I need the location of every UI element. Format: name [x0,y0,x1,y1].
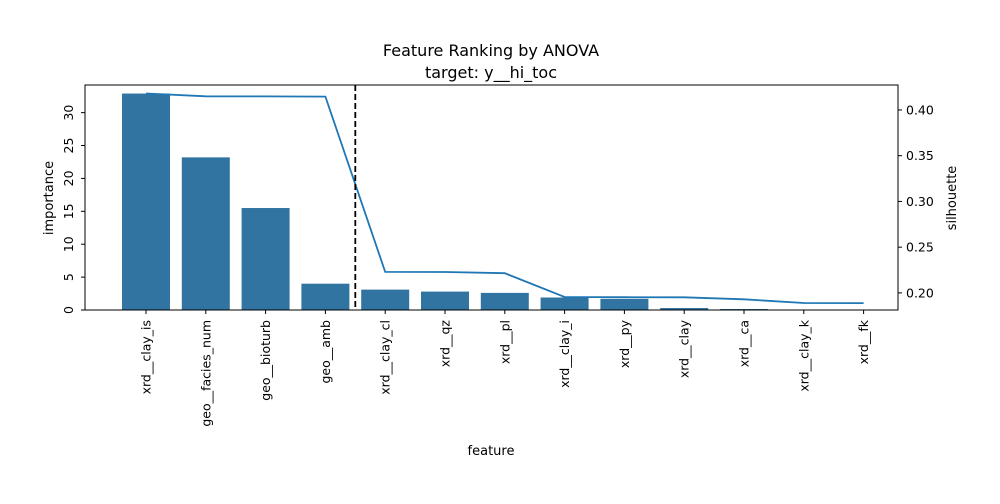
y2-tick-label: 0.30 [906,194,934,209]
chart-subtitle: target: y__hi_toc [425,63,557,83]
y-tick-label: 30 [61,105,76,121]
x-tick-label-xrd__clay: xrd__clay [677,319,692,378]
bar-xrd__qz [421,292,469,310]
x-tick-label-geo__amb: geo__amb [318,320,333,384]
bar-xrd__py [600,299,648,310]
y-tick-label: 20 [61,170,76,186]
bar-geo__bioturb [242,208,290,310]
bar-xrd__clay_cl [361,290,409,310]
y2-tick-label: 0.25 [906,240,934,255]
x-tick-label-xrd__qz: xrd__qz [438,320,453,368]
x-tick-label-geo__facies_num: geo__facies_num [198,320,213,427]
y-axis-label: importance [42,161,57,235]
y2-tick-label: 0.35 [906,148,934,163]
left-axis: 0 5 10 15 20 25 30 [61,105,85,314]
bar-xrd__pl [481,293,529,310]
bar-series [122,94,888,310]
y-tick-label: 0 [61,306,76,314]
bar-geo__amb [301,284,349,310]
y-tick-label: 25 [61,138,76,154]
y2-tick-label: 0.20 [906,285,934,300]
bar-geo__facies_num [182,157,230,310]
y-tick-label: 5 [61,273,76,281]
x-tick-label-xrd__pl: xrd__pl [497,320,512,364]
chart-title: Feature Ranking by ANOVA [383,41,599,60]
x-tick-label-xrd__clay_cl: xrd__clay_cl [378,320,393,395]
y2-tick-label: 0.40 [906,102,934,117]
x-axis: xrd__clay_is geo__facies_num geo__bioturb g… [139,310,872,427]
bar-xrd__clay_i [541,298,589,311]
right-axis: 0.20 0.25 0.30 0.35 0.40 [898,102,934,300]
y2-axis-label: silhouette [945,166,960,231]
x-tick-label-geo__bioturb: geo__bioturb [258,320,273,401]
x-tick-label-xrd__ca: xrd__ca [737,320,752,367]
x-tick-label-xrd__clay_is: xrd__clay_is [139,320,154,394]
x-axis-label: feature [468,444,515,459]
y-tick-label: 15 [61,203,76,219]
x-tick-label-xrd__fk: xrd__fk [856,319,871,364]
x-tick-label-xrd__clay_k: xrd__clay_k [796,319,811,391]
x-tick-label-xrd__clay_i: xrd__clay_i [557,320,572,388]
y-tick-label: 10 [61,236,76,252]
x-tick-label-xrd__py: xrd__py [617,319,632,368]
bar-xrd__clay_is [122,94,170,310]
